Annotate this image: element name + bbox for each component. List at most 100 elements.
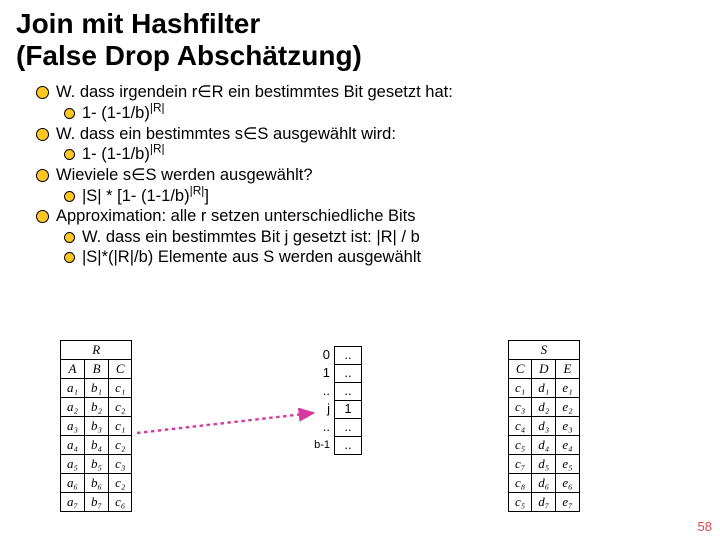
bullet-icon: [36, 169, 49, 182]
bullet-icon: [36, 86, 49, 99]
table-cell: e₁: [556, 379, 579, 398]
table-cell: b₂: [85, 398, 109, 417]
table-cell: d₁: [532, 379, 556, 398]
table-cell: c₁: [109, 417, 132, 436]
table-row: a₃b₃c₁: [61, 417, 132, 436]
table-cell: c₁: [509, 379, 532, 398]
table-cell: c₈: [509, 474, 532, 493]
table-cell: d₂: [532, 398, 556, 417]
table-cell: d₇: [532, 493, 556, 512]
table-cell: c₃: [109, 455, 132, 474]
table-row: a₆b₆c₂: [61, 474, 132, 493]
table-cell: a₁: [61, 379, 85, 398]
table-cell: d₄: [532, 436, 556, 455]
table-r-name: R: [61, 341, 132, 360]
table-cell: c₄: [509, 417, 532, 436]
table-cell: c₇: [509, 455, 532, 474]
table-row: c₁d₁e₁: [509, 379, 580, 398]
table-s-col: C: [509, 360, 532, 379]
page-number: 58: [698, 519, 712, 534]
table-cell: e₄: [556, 436, 579, 455]
hash-arrow-icon: [135, 408, 325, 440]
table-cell: d₅: [532, 455, 556, 474]
bitvec-row: ....: [300, 383, 362, 401]
bitvec-row: 0..: [300, 347, 362, 365]
table-r-col: A: [61, 360, 85, 379]
table-row: a₇b₇c₆: [61, 493, 132, 512]
table-s-col: E: [556, 360, 579, 379]
bullet-icon: [64, 191, 75, 202]
bullet-text: W. dass ein bestimmtes s∈S ausgewählt wi…: [56, 124, 396, 145]
table-row: c₈d₆e₆: [509, 474, 580, 493]
table-s: S C D E c₁d₁e₁c₃d₂e₂c₄d₃e₃c₅d₄e₄c₇d₅e₅c₈…: [508, 340, 580, 512]
table-r-col: B: [85, 360, 109, 379]
table-r: R A B C a₁b₁c₁a₂b₂c₂a₃b₃c₁a₄b₄c₂a₅b₅c₃a₆…: [60, 340, 132, 512]
table-cell: e₂: [556, 398, 579, 417]
bullet-icon: [64, 108, 75, 119]
bullet-icon: [64, 232, 75, 243]
table-r-col: C: [109, 360, 132, 379]
table-cell: b₃: [85, 417, 109, 436]
table-cell: a₆: [61, 474, 85, 493]
table-cell: c₂: [109, 474, 132, 493]
bullet-text: Wieviele s∈S werden ausgewählt?: [56, 165, 313, 186]
table-cell: c₁: [109, 379, 132, 398]
table-cell: e₆: [556, 474, 579, 493]
table-cell: b₁: [85, 379, 109, 398]
table-cell: e₇: [556, 493, 579, 512]
bullet-text: 1- (1-1/b)|R|: [82, 103, 165, 124]
table-cell: a₂: [61, 398, 85, 417]
table-cell: c₂: [109, 398, 132, 417]
bullet-icon: [64, 252, 75, 263]
table-cell: b₇: [85, 493, 109, 512]
bullet-text: 1- (1-1/b)|R|: [82, 144, 165, 165]
table-row: a₅b₅c₃: [61, 455, 132, 474]
bullet-icon: [36, 210, 49, 223]
table-cell: a₃: [61, 417, 85, 436]
table-cell: c₅: [509, 493, 532, 512]
table-row: c₅d₇e₇: [509, 493, 580, 512]
bitvec-cell: ..: [335, 347, 362, 365]
bitvec-cell: ..: [335, 437, 362, 455]
table-cell: d₃: [532, 417, 556, 436]
table-row: a₂b₂c₂: [61, 398, 132, 417]
table-cell: e₃: [556, 417, 579, 436]
table-cell: e₅: [556, 455, 579, 474]
table-cell: b₆: [85, 474, 109, 493]
bullet-icon: [36, 128, 49, 141]
table-row: c₇d₅e₅: [509, 455, 580, 474]
bullet-text: Approximation: alle r setzen unterschied…: [56, 206, 416, 227]
table-cell: d₆: [532, 474, 556, 493]
table-cell: b₅: [85, 455, 109, 474]
bullet-text: |S| * [1- (1-1/b)|R|]: [82, 186, 209, 207]
table-cell: a₄: [61, 436, 85, 455]
slide-title: Join mit Hashfilter (False Drop Abschätz…: [16, 8, 704, 72]
table-cell: c₂: [109, 436, 132, 455]
table-s-name: S: [509, 341, 580, 360]
title-line-2: (False Drop Abschätzung): [16, 40, 362, 71]
bitvec-row: 1..: [300, 365, 362, 383]
table-row: c₄d₃e₃: [509, 417, 580, 436]
bullet-list: W. dass irgendein r∈R ein bestimmtes Bit…: [16, 82, 704, 268]
bullet-text: W. dass irgendein r∈R ein bestimmtes Bit…: [56, 82, 453, 103]
title-line-1: Join mit Hashfilter: [16, 8, 260, 39]
bitvec-cell: 1: [335, 401, 362, 419]
bullet-text: |S|*(|R|/b) Elemente aus S werden ausgew…: [82, 247, 421, 268]
bullet-icon: [64, 149, 75, 160]
bitvec-label: ..: [300, 383, 335, 401]
table-row: c₅d₄e₄: [509, 436, 580, 455]
table-row: a₄b₄c₂: [61, 436, 132, 455]
bitvec-cell: ..: [335, 383, 362, 401]
bitvec-label: 1: [300, 365, 335, 383]
table-cell: c₆: [109, 493, 132, 512]
table-s-col: D: [532, 360, 556, 379]
table-cell: a₇: [61, 493, 85, 512]
table-row: a₁b₁c₁: [61, 379, 132, 398]
bitvec-cell: ..: [335, 419, 362, 437]
table-row: c₃d₂e₂: [509, 398, 580, 417]
table-cell: b₄: [85, 436, 109, 455]
table-cell: a₅: [61, 455, 85, 474]
bitvec-label: 0: [300, 347, 335, 365]
bullet-text: W. dass ein bestimmtes Bit j gesetzt ist…: [82, 227, 420, 248]
table-cell: c₃: [509, 398, 532, 417]
